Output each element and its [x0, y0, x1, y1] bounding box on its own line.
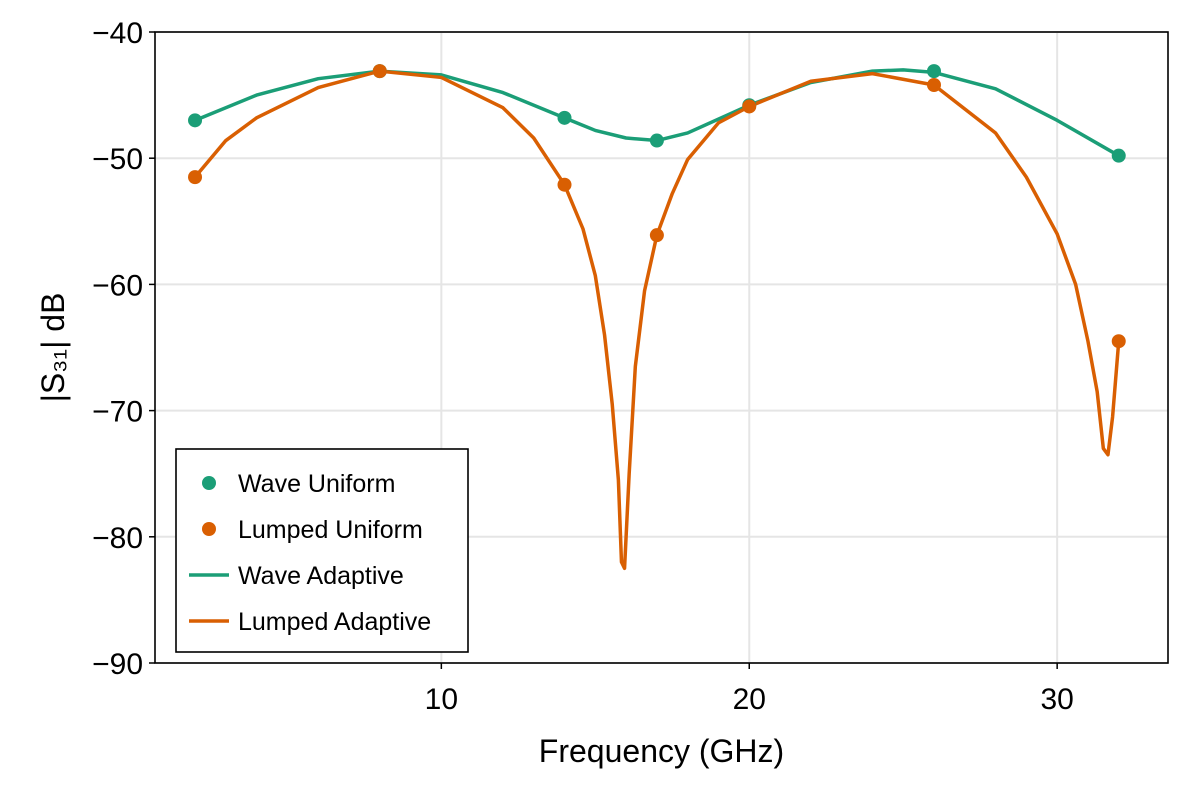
- x-tick-label: 20: [733, 683, 766, 716]
- wave-uniform-point: [926, 64, 941, 79]
- plot-frame: [154, 31, 1169, 664]
- wave-uniform-point: [557, 110, 572, 125]
- y-tick-label: −90: [92, 648, 143, 681]
- lumped-adaptive-line: [193, 69, 1121, 571]
- legend-box: [175, 448, 469, 653]
- x-tick-label: 30: [1040, 683, 1073, 716]
- wave-uniform-point: [188, 113, 203, 128]
- y-axis-title: |S₃₁| dB: [35, 293, 71, 403]
- y-tick-label: −50: [92, 143, 143, 176]
- plot-series: [188, 64, 1126, 571]
- y-tick-label: −80: [92, 522, 143, 555]
- lumped-uniform-point: [557, 177, 572, 192]
- lumped-uniform-point: [1111, 334, 1126, 349]
- wave-uniform-point: [1111, 148, 1126, 163]
- y-tick-label: −70: [92, 396, 143, 429]
- x-tick-label: 10: [425, 683, 458, 716]
- legend-wave-uniform-label: Wave Uniform: [238, 470, 395, 498]
- axis-ticks: 10 20 30 −90 −80 −70 −60 −50 −40: [92, 17, 1074, 716]
- legend-lumped-uniform-marker: [202, 522, 216, 536]
- lumped-uniform-point: [649, 228, 664, 243]
- y-tick-label: −60: [92, 269, 143, 302]
- legend-lumped-adaptive-label: Lumped Adaptive: [238, 608, 431, 636]
- lumped-uniform-point: [926, 78, 941, 93]
- legend-wave-adaptive-label: Wave Adaptive: [238, 562, 404, 590]
- lumped-uniform-point: [188, 170, 203, 185]
- x-axis-title: Frequency (GHz): [539, 733, 784, 769]
- legend-lumped-uniform-label: Lumped Uniform: [238, 516, 423, 544]
- lumped-uniform-point: [742, 99, 757, 114]
- y-tick-label: −40: [92, 17, 143, 50]
- wave-uniform-point: [649, 133, 664, 148]
- lumped-uniform-point: [372, 64, 387, 79]
- legend-wave-uniform-marker: [202, 476, 216, 490]
- legend: Wave Uniform Lumped Uniform Wave Adaptive L…: [175, 448, 469, 653]
